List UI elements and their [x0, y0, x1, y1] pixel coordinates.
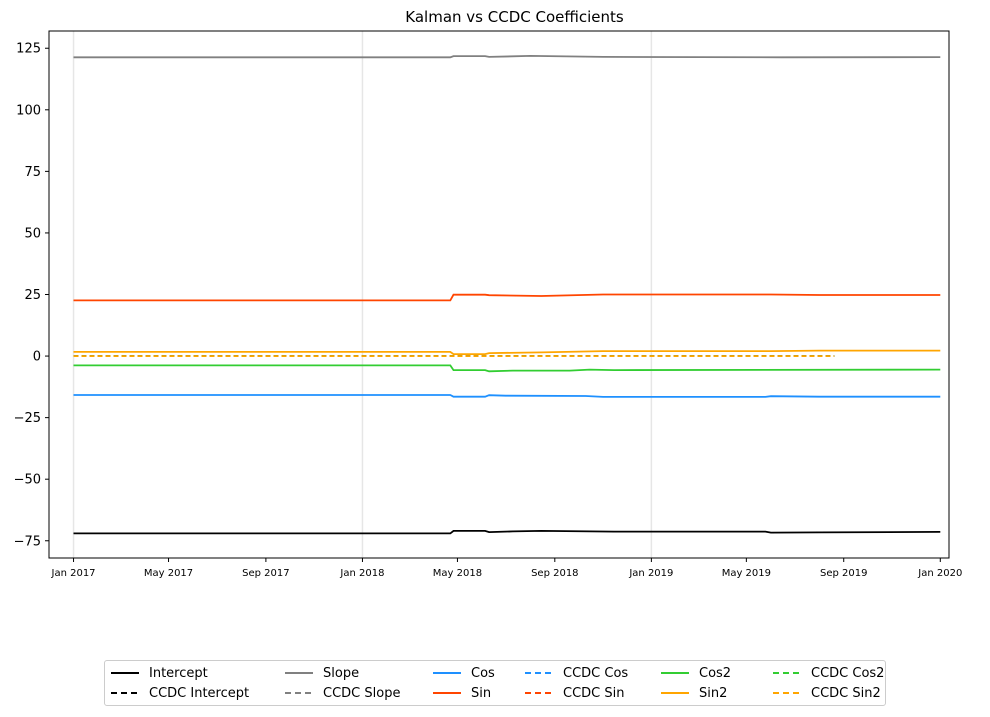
legend-label: CCDC Cos2	[811, 665, 885, 681]
legend-label: CCDC Intercept	[149, 685, 250, 701]
series-line-sin2	[73, 349, 941, 356]
legend-swatch	[111, 692, 139, 694]
x-tick-label: May 2017	[144, 568, 193, 579]
x-tick-label: Jan 2020	[917, 568, 962, 579]
vertical-reference-lines	[72, 31, 653, 558]
series-line-cos	[73, 394, 941, 398]
legend-swatch	[433, 692, 461, 694]
legend-item-ccdc-sin: CCDC Sin	[525, 683, 624, 703]
legend-swatch	[285, 672, 313, 674]
legend-swatch	[525, 672, 553, 674]
series-line-intercept	[73, 529, 941, 535]
y-tick-label: −75	[14, 534, 41, 549]
legend-label: Slope	[323, 665, 360, 681]
y-tick-label: 100	[16, 103, 41, 118]
legend-item-intercept: Intercept	[111, 663, 208, 683]
legend-label: CCDC Slope	[323, 685, 401, 701]
legend: Intercept CCDC Intercept Slope CCDC Slope Co…	[104, 660, 886, 706]
x-tick-label: Jan 2017	[51, 568, 96, 579]
legend-swatch	[773, 692, 801, 694]
series-line-slope	[73, 54, 941, 59]
x-axis: Jan 2017 May 2017 Sep 2017 Jan 2018 May 2018…	[51, 558, 962, 579]
x-tick-label: Sep 2017	[242, 568, 289, 579]
series-line-cos2	[73, 364, 941, 373]
legend-swatch	[525, 692, 553, 694]
y-tick-label: 75	[24, 165, 41, 180]
legend-item-ccdc-intercept: CCDC Intercept	[111, 683, 249, 703]
chart: Kalman vs CCDC Coefficients −75 −50 −25 0 25…	[14, 8, 963, 579]
y-tick-label: 0	[33, 350, 41, 365]
x-tick-label: Sep 2019	[820, 568, 867, 579]
chart-title: Kalman vs CCDC Coefficients	[405, 8, 624, 26]
legend-item-cos: Cos	[433, 663, 495, 683]
legend-item-sin2: Sin2	[661, 683, 727, 703]
legend-label: Cos2	[699, 665, 732, 681]
y-tick-label: −50	[14, 473, 41, 488]
y-tick-label: 50	[24, 226, 41, 241]
series-line-sin	[73, 293, 941, 302]
legend-item-cos2: Cos2	[661, 663, 731, 683]
legend-swatch	[285, 692, 313, 694]
x-tick-label: May 2019	[722, 568, 771, 579]
x-tick-label: Jan 2019	[628, 568, 673, 579]
legend-label: Cos	[471, 665, 495, 681]
y-tick-label: 125	[16, 42, 41, 57]
y-axis: −75 −50 −25 0 25 50 75 100 125	[14, 42, 49, 549]
legend-label: CCDC Sin	[563, 685, 625, 701]
legend-swatch	[661, 672, 689, 674]
legend-item-ccdc-slope: CCDC Slope	[285, 683, 400, 703]
legend-swatch	[111, 672, 139, 674]
legend-swatch	[661, 692, 689, 694]
legend-item-ccdc-cos2: CCDC Cos2	[773, 663, 884, 683]
legend-item-slope: Slope	[285, 663, 359, 683]
series-lines	[73, 54, 941, 535]
y-tick-label: 25	[24, 288, 41, 303]
x-tick-label: Jan 2018	[339, 568, 384, 579]
legend-label: CCDC Cos	[563, 665, 629, 681]
x-tick-label: May 2018	[433, 568, 482, 579]
legend-swatch	[773, 672, 801, 674]
legend-item-sin: Sin	[433, 683, 491, 703]
y-tick-label: −25	[14, 411, 41, 426]
legend-label: Sin2	[699, 685, 728, 701]
x-tick-label: Sep 2018	[531, 568, 578, 579]
legend-label: CCDC Sin2	[811, 685, 881, 701]
legend-label: Sin	[471, 685, 492, 701]
legend-item-ccdc-sin2: CCDC Sin2	[773, 683, 881, 703]
legend-swatch	[433, 672, 461, 674]
legend-label: Intercept	[149, 665, 208, 681]
legend-item-ccdc-cos: CCDC Cos	[525, 663, 628, 683]
